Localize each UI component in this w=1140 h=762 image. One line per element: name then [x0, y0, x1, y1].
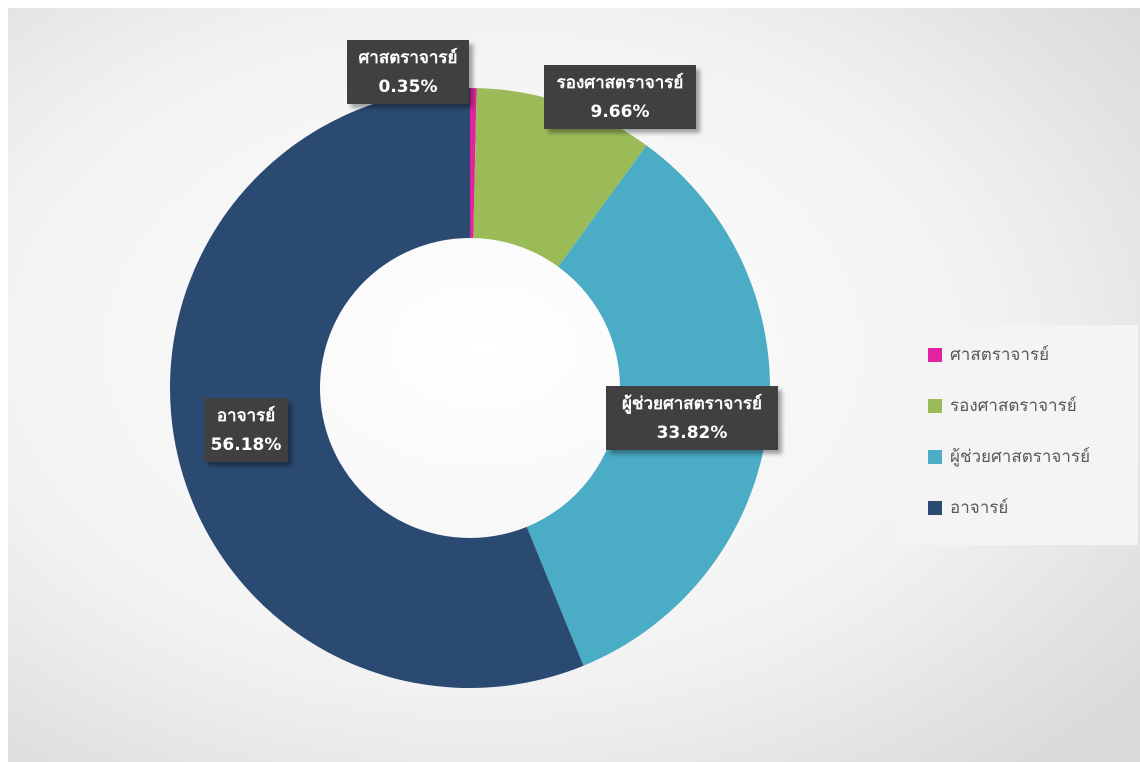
donut-slice — [470, 88, 477, 239]
data-label: รองศาสตราจารย์ 9.66% — [544, 65, 696, 129]
data-label: อาจารย์ 56.18% — [204, 398, 288, 462]
data-label: ผู้ช่วยศาสตราจารย์ 33.82% — [606, 386, 778, 450]
legend-label: ผู้ช่วยศาสตราจารย์ — [950, 447, 1090, 467]
donut-slice — [170, 87, 584, 688]
legend-swatch — [928, 348, 942, 362]
data-label: ศาสตราจารย์ 0.35% — [347, 40, 469, 104]
data-label-box — [544, 65, 696, 129]
data-label-category: รองศาสตราจารย์ — [557, 72, 684, 93]
data-label-box — [347, 40, 469, 104]
data-label-category: ผู้ช่วยศาสตราจารย์ — [622, 393, 762, 415]
data-label-value: 0.35% — [379, 77, 438, 97]
data-label-category: อาจารย์ — [217, 405, 275, 426]
data-label-box — [606, 386, 778, 450]
donut-slice — [473, 88, 647, 267]
legend-label: ศาสตราจารย์ — [950, 345, 1049, 365]
legend-swatch — [928, 399, 942, 413]
data-label-category: ศาสตราจารย์ — [358, 47, 457, 68]
legend-label: รองศาสตราจารย์ — [950, 396, 1077, 416]
legend-swatch — [928, 501, 942, 515]
data-label-value: 33.82% — [657, 423, 728, 443]
data-label-value: 9.66% — [591, 102, 650, 122]
data-label-box — [204, 398, 288, 462]
legend-swatch — [928, 450, 942, 464]
legend-label: อาจารย์ — [950, 498, 1008, 518]
data-label-value: 56.18% — [211, 435, 282, 455]
